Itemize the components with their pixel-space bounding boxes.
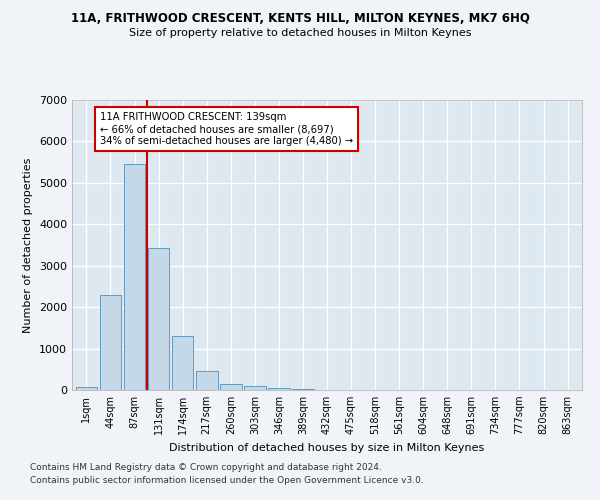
X-axis label: Distribution of detached houses by size in Milton Keynes: Distribution of detached houses by size … xyxy=(169,442,485,452)
Bar xyxy=(124,164,145,390)
Text: 11A, FRITHWOOD CRESCENT, KENTS HILL, MILTON KEYNES, MK7 6HQ: 11A, FRITHWOOD CRESCENT, KENTS HILL, MIL… xyxy=(71,12,529,26)
Bar xyxy=(148,248,169,390)
Bar xyxy=(292,388,314,390)
Bar xyxy=(100,294,121,390)
Bar xyxy=(196,370,218,390)
Text: Size of property relative to detached houses in Milton Keynes: Size of property relative to detached ho… xyxy=(129,28,471,38)
Bar xyxy=(172,336,193,390)
Bar xyxy=(244,386,266,390)
Text: Contains public sector information licensed under the Open Government Licence v3: Contains public sector information licen… xyxy=(30,476,424,485)
Bar xyxy=(268,388,290,390)
Bar xyxy=(76,386,97,390)
Y-axis label: Number of detached properties: Number of detached properties xyxy=(23,158,34,332)
Text: 11A FRITHWOOD CRESCENT: 139sqm
← 66% of detached houses are smaller (8,697)
34% : 11A FRITHWOOD CRESCENT: 139sqm ← 66% of … xyxy=(100,112,353,146)
Bar xyxy=(220,384,242,390)
Text: Contains HM Land Registry data © Crown copyright and database right 2024.: Contains HM Land Registry data © Crown c… xyxy=(30,464,382,472)
